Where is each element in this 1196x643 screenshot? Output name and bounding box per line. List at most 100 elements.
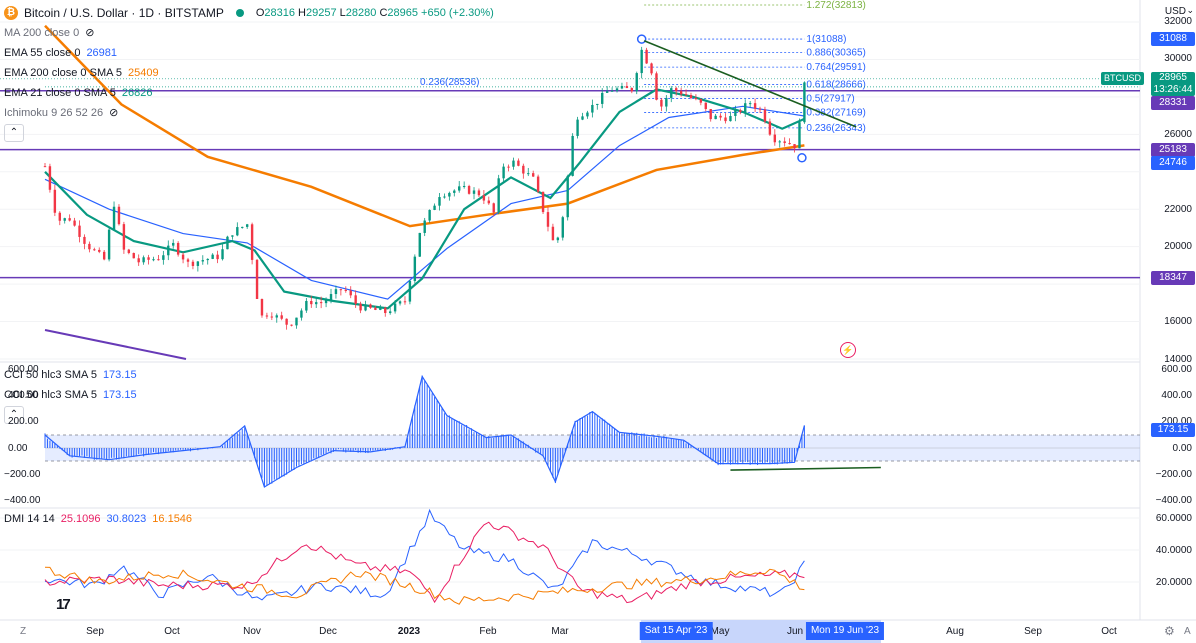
candle-body (285, 318, 288, 325)
cci-legend-row[interactable]: CCI 50 hlc3 SMA 5 173.15 (4, 369, 137, 381)
candle-body (566, 175, 569, 218)
dmi-legend-row[interactable]: DMI 14 14 25.1096 30.8023 16.1546 (4, 513, 193, 525)
candle-body (753, 103, 757, 109)
cci-tick: −400.00 (1155, 495, 1192, 506)
eye-slash-icon[interactable]: ⊘ (85, 27, 95, 39)
candle-body (536, 176, 540, 192)
cci-left-tick: −200.00 (4, 469, 41, 480)
candle-body (236, 227, 239, 236)
candle-body (280, 315, 283, 319)
candle-body (63, 218, 66, 221)
bitcoin-icon: ₿ (4, 6, 18, 20)
indicator-row-ema21[interactable]: EMA 21 close 0 SMA 5 26826 (4, 87, 153, 99)
candle-body (615, 88, 619, 91)
dmi-legend: DMI 14 14 25.1096 30.8023 16.1546 (4, 509, 192, 529)
candle-body (231, 235, 234, 237)
ema55-line (44, 105, 805, 300)
candle-body (374, 307, 377, 310)
candle-body (127, 249, 131, 254)
cci-legend: CCI 50 hlc3 SMA 5 173.15 CCI 50 hlc3 SMA … (4, 365, 137, 425)
candle-body (408, 280, 412, 302)
candle-body (512, 160, 515, 167)
indicator-row-ma200[interactable]: MA 200 close 0 ⊘ (4, 23, 494, 43)
candle-body (221, 249, 224, 260)
candle-body (482, 195, 486, 201)
candle-body (315, 302, 318, 305)
eye-slash-icon[interactable]: ⊘ (109, 107, 119, 119)
candle-body (260, 299, 264, 316)
candle-body (428, 209, 431, 221)
purple-trend-line (44, 329, 187, 360)
candle-body (354, 295, 357, 304)
candle-body (191, 261, 195, 266)
candle-body (275, 315, 278, 318)
timezone-button[interactable]: Z (20, 626, 27, 637)
candle-body (778, 141, 781, 143)
candle-body (329, 294, 333, 301)
candle-body (93, 249, 96, 251)
candle-body (665, 97, 668, 107)
indicator-row-ema55[interactable]: EMA 55 close 0 26981 (4, 47, 118, 59)
fib-anchor-high (636, 34, 647, 44)
cci-legend-row[interactable]: CCI 50 hlc3 SMA 5 173.15 (4, 389, 137, 401)
legend-collapse-row: ⌃ (4, 123, 494, 143)
candle-body (645, 49, 648, 64)
collapse-legend-button[interactable]: ⌃ (4, 124, 24, 142)
candle-body (339, 289, 343, 291)
candle-body (448, 192, 451, 197)
candle-body (620, 86, 624, 89)
time-label: Aug (946, 626, 964, 637)
range-end-label: Mon 19 Jun '23 (805, 622, 885, 640)
candle-body (305, 300, 308, 311)
settings-gear-icon[interactable]: ⚙ (1164, 624, 1175, 638)
candle-body (201, 260, 204, 262)
candle-body (635, 73, 638, 92)
price-tick: 30000 (1164, 53, 1192, 64)
dmi-tick: 20.0000 (1155, 577, 1192, 588)
cci-line (44, 374, 805, 488)
candle-body (102, 251, 106, 260)
ohlc-readout: O28316 H29257 L28280 C28965 +650 (+2.30%… (255, 7, 494, 19)
candle-body (241, 226, 244, 228)
fib-high-badge: 31088 (1151, 32, 1195, 46)
candle-body (176, 242, 180, 255)
candle-body (694, 97, 698, 100)
candle-body (438, 197, 441, 206)
candle-body (596, 103, 599, 105)
candle-body (147, 257, 150, 260)
collapse-cci-legend-button[interactable]: ⌃ (4, 406, 24, 424)
cci-value-badge: 173.15 (1151, 423, 1195, 437)
level-badge-18347: 18347 (1151, 271, 1195, 285)
candle-body (137, 258, 140, 263)
candle-body (290, 324, 293, 326)
candle-body (83, 236, 86, 244)
candle-body (73, 220, 76, 226)
cci-left-tick: −400.00 (4, 495, 41, 506)
candle-body (670, 88, 673, 98)
symbol-title[interactable]: Bitcoin / U.S. Dollar · 1D · BITSTAMP (24, 6, 224, 20)
candle-body (773, 134, 777, 143)
indicator-row-ema200[interactable]: EMA 200 close 0 SMA 5 25409 (4, 67, 159, 79)
lightning-icon[interactable]: ⚡ (840, 342, 856, 358)
currency-dropdown-icon[interactable]: ⌄ (1186, 5, 1194, 15)
candle-body (610, 90, 614, 92)
cci-tick: −200.00 (1155, 469, 1192, 480)
dmi-adx-line (44, 566, 805, 605)
indicator-row-ichimoku[interactable]: Ichimoku 9 26 52 26 ⊘ (4, 103, 494, 123)
price-tick: 20000 (1164, 241, 1192, 252)
candle-body (630, 88, 634, 92)
candle-body (551, 226, 555, 241)
candle-body (497, 178, 500, 213)
candle-body (591, 104, 594, 113)
candle-body (196, 261, 200, 266)
candle-body (172, 242, 175, 246)
candle-body (216, 254, 219, 260)
candle-body (541, 191, 545, 213)
fib-low-badge: 24746 (1151, 156, 1195, 170)
candle-body (458, 186, 461, 191)
currency-label[interactable]: USD (1164, 6, 1186, 17)
candle-body (734, 110, 737, 116)
auto-scale-button[interactable]: A (1184, 626, 1191, 637)
cci-tick: 0.00 (1172, 443, 1192, 454)
